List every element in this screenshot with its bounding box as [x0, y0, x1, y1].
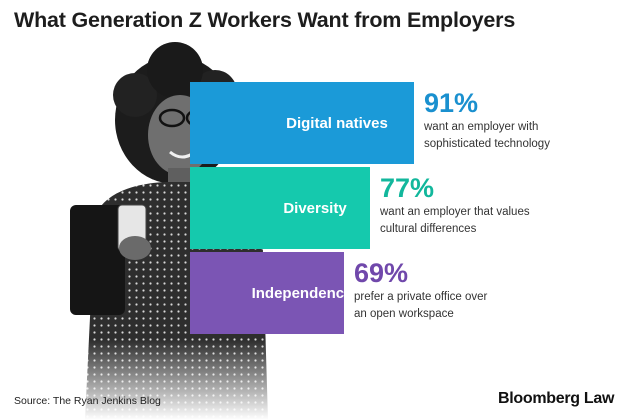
stat-digital-natives: 91% want an employer with sophisticated … — [424, 88, 550, 151]
stat-diversity: 77% want an employer that values cultura… — [380, 173, 530, 236]
stat-independence: 69% prefer a private office over an open… — [354, 258, 487, 321]
bar-label: Independence — [251, 284, 353, 302]
bar-digital-natives: Digital natives — [190, 82, 414, 164]
data-label: 69% — [354, 258, 409, 288]
stat-description-line: want an employer with — [424, 121, 539, 133]
bar-label: Diversity — [283, 199, 347, 217]
bar-independence: Independence — [190, 252, 352, 334]
bar-label: Digital natives — [286, 114, 388, 132]
source-note: Source: The Ryan Jenkins Blog — [14, 395, 161, 407]
stat-description-line: cultural differences — [380, 222, 477, 235]
stat-description-line: an open workspace — [354, 307, 454, 320]
data-label: 91% — [424, 88, 479, 118]
bloomberg-law-logo: Bloomberg Law — [498, 390, 615, 407]
stat-description-line: want an employer that values — [380, 206, 530, 218]
chart-title: What Generation Z Workers Want from Empl… — [14, 8, 516, 32]
stat-description-line: sophisticated technology — [424, 137, 550, 150]
bar-diversity: Diversity — [190, 167, 370, 249]
stat-description-line: prefer a private office over — [354, 291, 488, 303]
data-label: 77% — [380, 173, 435, 203]
